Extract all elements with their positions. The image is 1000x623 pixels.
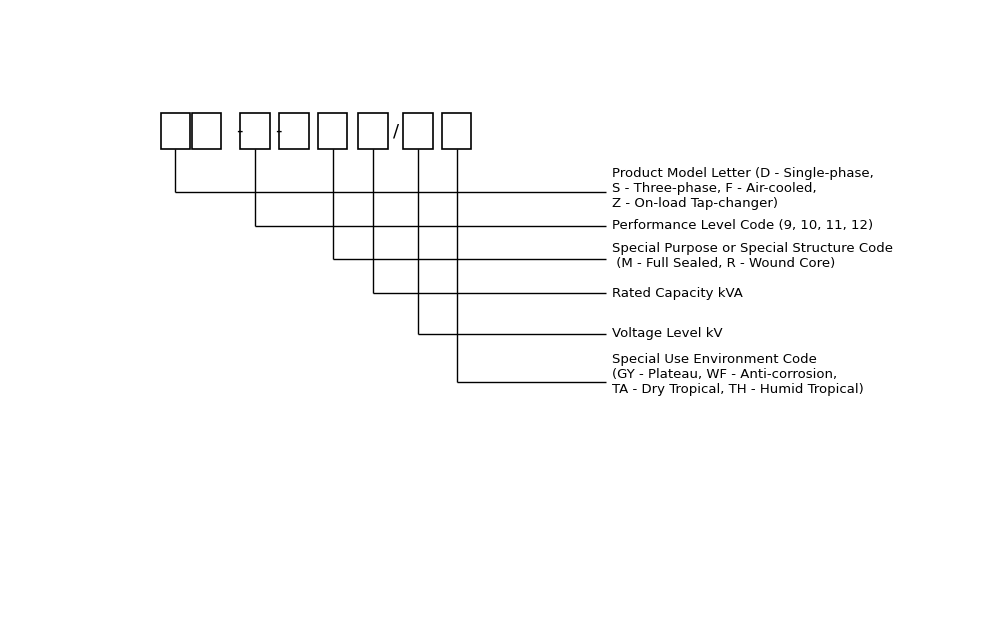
Text: -: - bbox=[236, 122, 243, 140]
Text: Special Purpose or Special Structure Code
 (M - Full Sealed, R - Wound Core): Special Purpose or Special Structure Cod… bbox=[612, 242, 893, 270]
Bar bbox=[161, 113, 190, 149]
Bar bbox=[358, 113, 388, 149]
Text: Product Model Letter (D - Single-phase,
S - Three-phase, F - Air-cooled,
Z - On-: Product Model Letter (D - Single-phase, … bbox=[612, 168, 873, 211]
Bar bbox=[192, 113, 221, 149]
Bar bbox=[240, 113, 270, 149]
Text: Voltage Level kV: Voltage Level kV bbox=[612, 327, 722, 340]
Text: Rated Capacity kVA: Rated Capacity kVA bbox=[612, 287, 743, 300]
Bar bbox=[318, 113, 347, 149]
Text: Special Use Environment Code
(GY - Plateau, WF - Anti-corrosion,
TA - Dry Tropic: Special Use Environment Code (GY - Plate… bbox=[612, 353, 863, 396]
Text: Performance Level Code (9, 10, 11, 12): Performance Level Code (9, 10, 11, 12) bbox=[612, 219, 873, 232]
Bar bbox=[403, 113, 433, 149]
Bar bbox=[279, 113, 309, 149]
Text: -: - bbox=[275, 122, 282, 140]
Bar bbox=[442, 113, 471, 149]
Text: /: / bbox=[393, 122, 399, 140]
